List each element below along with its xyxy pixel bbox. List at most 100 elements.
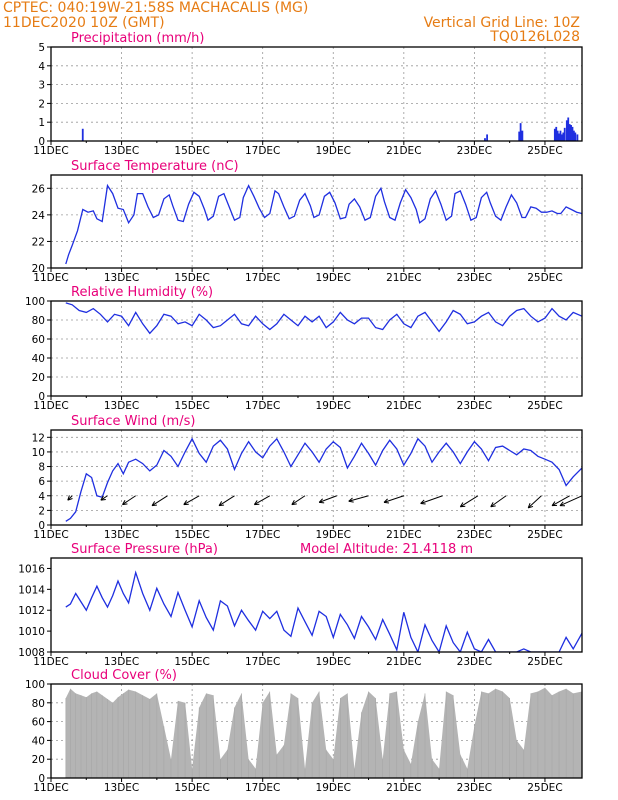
- x-tick-label: 11DEC: [33, 145, 68, 157]
- station-header: CPTEC: 040:19W-21:58S MACHACALIS (MG): [3, 0, 309, 16]
- precip-bar: [562, 132, 565, 141]
- wind-vector: [122, 495, 136, 505]
- panel-subtitle: Model Altitude: 21.4118 m: [300, 542, 473, 557]
- x-tick-label: 15DEC: [174, 529, 209, 541]
- precip-bar: [572, 130, 575, 141]
- y-tick-label: 20: [32, 372, 45, 384]
- y-tick-label: 1016: [18, 563, 45, 575]
- wind-vector-head: [100, 495, 106, 501]
- x-tick-label: 11DEC: [33, 400, 68, 412]
- y-tick-label: 26: [32, 183, 46, 195]
- panel-title: Relative Humidity (%): [71, 285, 213, 300]
- x-tick-label: 15DEC: [174, 145, 209, 157]
- precip-bar: [574, 132, 577, 141]
- x-tick-label: 25DEC: [527, 400, 562, 412]
- y-tick-label: 1: [38, 117, 45, 129]
- wind-vector: [291, 495, 306, 505]
- run-date-header: 11DEC2020 10Z (GMT): [3, 15, 165, 31]
- x-tick-label: 25DEC: [527, 529, 562, 541]
- panel-title: Surface Pressure (hPa): [71, 542, 218, 557]
- panel-5: 1008 1010 1012 1014 1016 11DEC 13DEC 15DEC 17DEC…: [18, 542, 583, 668]
- precip-bar: [518, 131, 521, 141]
- plot-frame: [50, 46, 583, 142]
- panel-6: 0 20 40 60 80 100 11DEC 13DEC 15DEC 17DEC 19DEC 21D…: [25, 668, 583, 794]
- wind-vector-head: [459, 502, 466, 508]
- wind-vector: [100, 495, 108, 501]
- y-tick-label: 40: [32, 353, 45, 365]
- y-tick-label: 1014: [18, 584, 45, 596]
- wind-vector-head: [318, 498, 325, 504]
- y-tick-label: 0: [38, 773, 45, 785]
- x-tick-label: 19DEC: [316, 782, 351, 794]
- y-tick-label: 80: [32, 698, 45, 710]
- series-line: [65, 437, 582, 522]
- x-tick-label: 19DEC: [316, 529, 351, 541]
- x-tick-label: 17DEC: [245, 272, 280, 284]
- x-tick-label: 23DEC: [457, 145, 492, 157]
- wind-vector-head: [420, 499, 426, 505]
- x-tick-label: 13DEC: [104, 272, 139, 284]
- panel-title: Cloud Cover (%): [71, 668, 177, 683]
- x-tick-label: 19DEC: [316, 272, 351, 284]
- precip-bar: [560, 134, 563, 141]
- wind-vector-head: [348, 497, 354, 503]
- x-tick-label: 11DEC: [33, 529, 68, 541]
- cloud-cover-area: [65, 687, 583, 778]
- x-tick-label: 13DEC: [104, 782, 139, 794]
- run-code-header: TQ0126L028: [490, 29, 580, 45]
- y-tick-label: 0: [38, 520, 45, 532]
- x-tick-label: 11DEC: [33, 782, 68, 794]
- x-tick-label: 15DEC: [174, 272, 209, 284]
- y-tick-label: 60: [32, 717, 45, 729]
- wind-vector-head: [551, 501, 558, 507]
- grid-note-header: Vertical Grid Line: 10Z: [423, 15, 580, 31]
- y-tick-label: 6: [38, 476, 45, 488]
- wind-vector-head: [183, 500, 189, 506]
- y-tick-label: 12: [32, 432, 45, 444]
- y-tick-label: 0: [38, 136, 45, 148]
- wind-vector: [183, 495, 200, 506]
- y-tick-label: 5: [38, 42, 45, 54]
- precip-bar: [563, 127, 566, 141]
- wind-vector: [527, 495, 542, 509]
- x-tick-label: 19DEC: [316, 145, 351, 157]
- y-tick-label: 0: [38, 391, 45, 403]
- precip-bar: [565, 120, 568, 141]
- wind-vector-head: [559, 501, 566, 507]
- x-tick-label: 13DEC: [104, 145, 139, 157]
- y-tick-label: 40: [32, 735, 45, 747]
- x-tick-label: 15DEC: [174, 656, 209, 668]
- wind-vector-head: [253, 500, 260, 506]
- series-line: [65, 183, 582, 265]
- y-tick-label: 60: [32, 334, 45, 346]
- wind-vector-head: [383, 498, 390, 504]
- wind-vector-head: [122, 500, 128, 506]
- x-tick-label: 19DEC: [316, 656, 351, 668]
- y-tick-label: 20: [32, 754, 45, 766]
- precip-bar: [484, 138, 486, 141]
- precip-bar: [571, 126, 574, 141]
- x-tick-label: 25DEC: [527, 145, 562, 157]
- x-tick-label: 17DEC: [245, 529, 280, 541]
- x-tick-label: 11DEC: [33, 272, 68, 284]
- x-tick-label: 25DEC: [527, 272, 562, 284]
- x-tick-label: 23DEC: [457, 272, 492, 284]
- y-tick-label: 80: [32, 315, 45, 327]
- x-tick-label: 19DEC: [316, 400, 351, 412]
- x-tick-label: 15DEC: [174, 782, 209, 794]
- panel-1: 0 1 2 3 4 5 11DEC 13DEC 15DEC 17DEC 19DEC 21DEC 23DE…: [33, 31, 583, 157]
- wind-vector: [254, 495, 270, 506]
- x-tick-label: 21DEC: [386, 400, 421, 412]
- x-tick-label: 21DEC: [386, 145, 421, 157]
- wind-vector-head: [490, 502, 496, 508]
- x-tick-label: 21DEC: [386, 529, 421, 541]
- y-tick-label: 4: [38, 491, 45, 503]
- y-tick-label: 8: [38, 462, 45, 474]
- precip-bar: [486, 134, 488, 141]
- x-tick-label: 11DEC: [33, 656, 68, 668]
- precip-bar: [570, 125, 572, 141]
- wind-vector: [383, 495, 404, 503]
- x-tick-label: 17DEC: [245, 782, 280, 794]
